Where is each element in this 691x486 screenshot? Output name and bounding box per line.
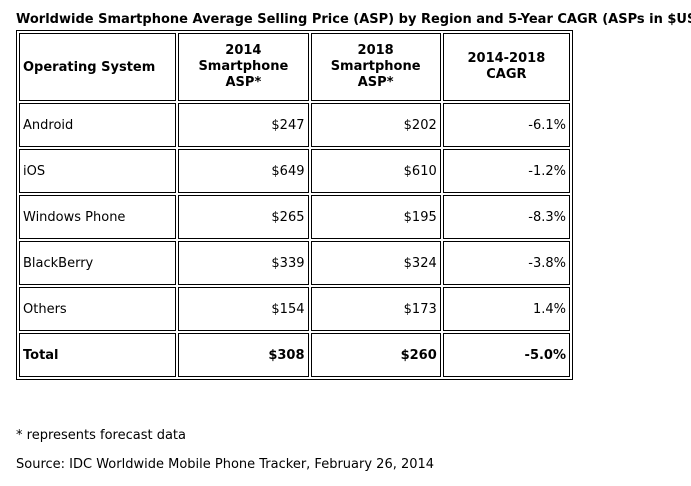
source-note: Source: IDC Worldwide Mobile Phone Track… <box>16 457 435 472</box>
total-cagr-cell: -5.0% <box>442 333 570 377</box>
asp-2014-cell: $265 <box>178 195 309 239</box>
os-name-cell: Others <box>19 287 177 331</box>
cagr-cell: -8.3% <box>442 195 570 239</box>
header-operating-system: Operating System <box>19 33 177 101</box>
table-row: BlackBerry $339 $324 -3.8% <box>19 241 570 285</box>
header-2014-asp: 2014 Smartphone ASP* <box>178 33 309 101</box>
asp-2018-cell: $173 <box>310 287 441 331</box>
table-total-row: Total $308 $260 -5.0% <box>19 333 570 377</box>
table-row: Windows Phone $265 $195 -8.3% <box>19 195 570 239</box>
table-row: Android $247 $202 -6.1% <box>19 103 570 147</box>
asp-2018-cell: $610 <box>310 149 441 193</box>
asp-2018-cell: $324 <box>310 241 441 285</box>
os-name-cell: BlackBerry <box>19 241 177 285</box>
os-name-cell: Windows Phone <box>19 195 177 239</box>
table-header-row: Operating System 2014 Smartphone ASP* 20… <box>19 33 570 101</box>
table-row: Others $154 $173 1.4% <box>19 287 570 331</box>
header-2018-asp: 2018 Smartphone ASP* <box>310 33 441 101</box>
total-asp-2018-cell: $260 <box>310 333 441 377</box>
forecast-footnote: * represents forecast data <box>16 428 186 443</box>
os-name-cell: Android <box>19 103 177 147</box>
asp-2014-cell: $154 <box>178 287 309 331</box>
cagr-cell: -6.1% <box>442 103 570 147</box>
table-title: Worldwide Smartphone Average Selling Pri… <box>16 12 691 27</box>
cagr-cell: -3.8% <box>442 241 570 285</box>
asp-2018-cell: $195 <box>310 195 441 239</box>
total-asp-2014-cell: $308 <box>178 333 309 377</box>
header-cagr: 2014-2018 CAGR <box>442 33 570 101</box>
cagr-cell: -1.2% <box>442 149 570 193</box>
asp-table: Operating System 2014 Smartphone ASP* 20… <box>16 30 573 380</box>
asp-2018-cell: $202 <box>310 103 441 147</box>
cagr-cell: 1.4% <box>442 287 570 331</box>
os-name-cell: iOS <box>19 149 177 193</box>
asp-2014-cell: $649 <box>178 149 309 193</box>
table-row: iOS $649 $610 -1.2% <box>19 149 570 193</box>
total-label-cell: Total <box>19 333 177 377</box>
asp-2014-cell: $247 <box>178 103 309 147</box>
asp-2014-cell: $339 <box>178 241 309 285</box>
